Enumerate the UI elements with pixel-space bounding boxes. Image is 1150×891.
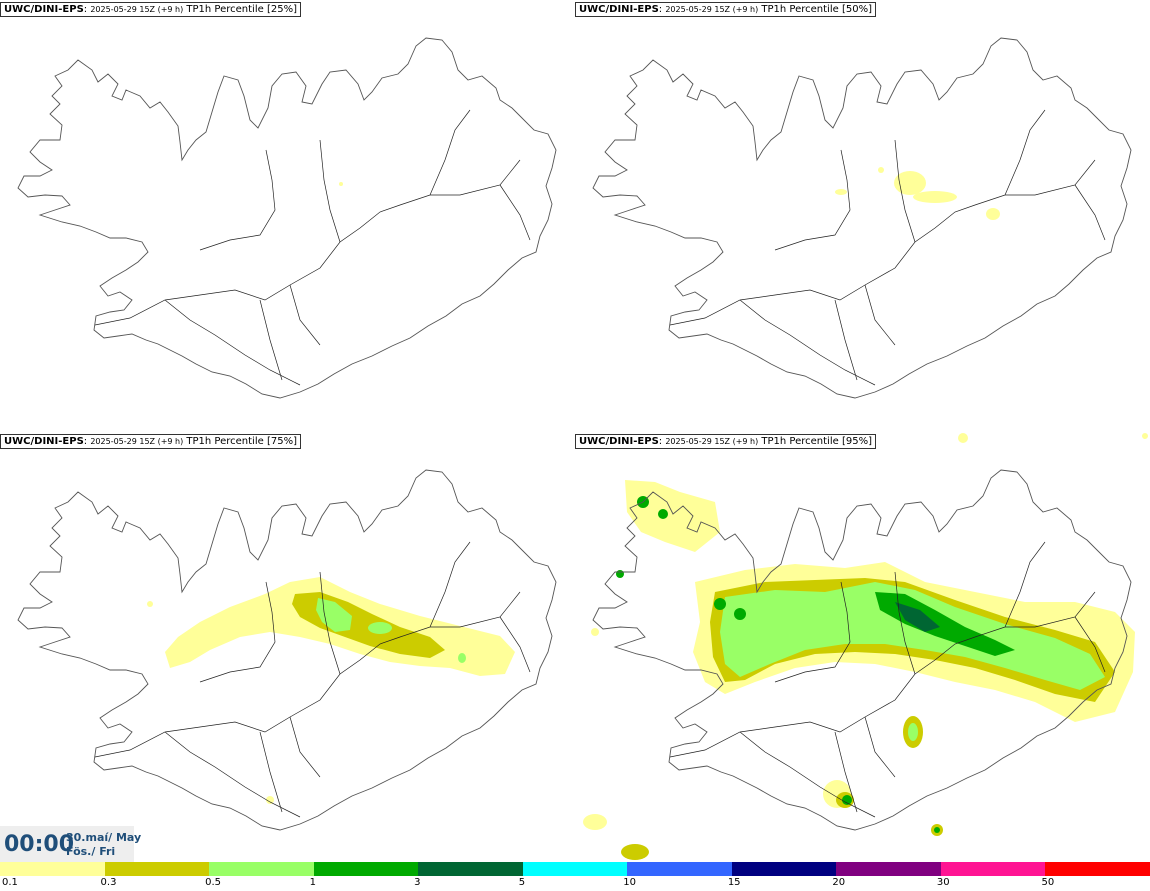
precip-patch — [339, 182, 343, 186]
colorbar-labels: 0.1 0.3 0.5 1 3 5 10 15 20 30 50 — [0, 877, 1150, 891]
valid-time-box: 00:00 30.maí/ May Fös./ Fri — [0, 826, 141, 862]
panel-title: UWC/DINI-EPS: 2025-05-29 15Z (+9 h) TP1h… — [575, 434, 876, 449]
colorbar-label: 30 — [936, 877, 950, 888]
colorbar-segment — [0, 862, 105, 876]
colorbar-segment — [418, 862, 523, 876]
map-panel-p95: UWC/DINI-EPS: 2025-05-29 15Z (+9 h) TP1h… — [575, 432, 1150, 862]
colorbar-label: 20 — [832, 877, 846, 888]
colorbar-label: 0.1 — [2, 877, 18, 888]
precip-area — [835, 167, 1000, 220]
colorbar-label: 5 — [518, 877, 526, 888]
valid-date: 30.maí/ May Fös./ Fri — [66, 831, 142, 858]
precip-area — [147, 577, 515, 804]
colorbar-segment — [313, 862, 419, 876]
precip-colorbar — [0, 862, 1150, 876]
colorbar-label: 15 — [727, 877, 741, 888]
iceland-map — [17, 469, 557, 831]
colorbar-segment — [627, 862, 732, 876]
colorbar-segment — [940, 862, 1046, 876]
iceland-map — [17, 37, 557, 399]
colorbar-segment — [209, 862, 314, 876]
colorbar-label: 10 — [623, 877, 636, 888]
colorbar-label: 3 — [414, 877, 421, 888]
colorbar-segment — [1045, 862, 1150, 876]
panel-title: UWC/DINI-EPS: 2025-05-29 15Z (+9 h) TP1h… — [575, 2, 876, 17]
iceland-map — [592, 37, 1132, 399]
panel-title: UWC/DINI-EPS: 2025-05-29 15Z (+9 h) TP1h… — [0, 434, 301, 449]
colorbar-segment — [731, 862, 837, 876]
colorbar-label: 0.3 — [100, 877, 117, 888]
colorbar-label: 1 — [309, 877, 316, 888]
map-panel-p50: UWC/DINI-EPS: 2025-05-29 15Z (+9 h) TP1h… — [575, 0, 1150, 430]
colorbar-label: 50 — [1041, 877, 1055, 888]
map-panel-p75: UWC/DINI-EPS: 2025-05-29 15Z (+9 h) TP1h… — [0, 432, 575, 862]
valid-time: 00:00 — [4, 832, 75, 857]
colorbar-label: 0.5 — [205, 877, 221, 888]
colorbar-segment — [104, 862, 210, 876]
colorbar-segment — [522, 862, 628, 876]
panel-title: UWC/DINI-EPS: 2025-05-29 15Z (+9 h) TP1h… — [0, 2, 301, 17]
iceland-map — [583, 433, 1148, 860]
precip-area — [583, 433, 1148, 860]
colorbar-segment — [836, 862, 941, 876]
map-panel-p25: UWC/DINI-EPS: 2025-05-29 15Z (+9 h) TP1h… — [0, 0, 575, 430]
